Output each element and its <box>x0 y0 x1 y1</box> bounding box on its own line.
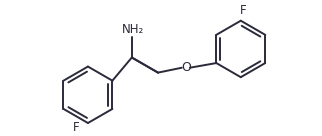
Text: F: F <box>240 4 247 17</box>
Text: F: F <box>72 121 79 134</box>
Text: O: O <box>181 61 191 74</box>
Text: NH₂: NH₂ <box>121 23 144 36</box>
